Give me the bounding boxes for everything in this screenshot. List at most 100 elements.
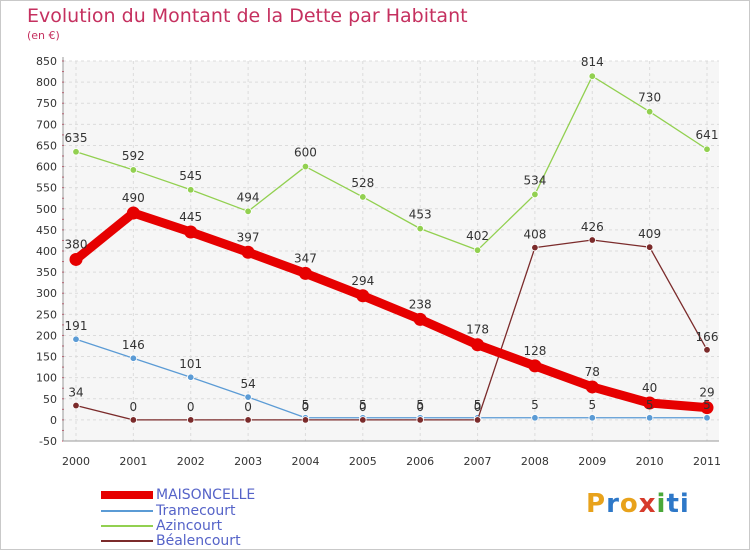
y-tick-label: 400 [36, 245, 57, 258]
y-tick-label: 0 [50, 414, 57, 427]
data-point [471, 338, 485, 352]
data-label: 5 [302, 398, 310, 412]
data-point [244, 416, 252, 424]
y-tick-label: 50 [43, 393, 57, 406]
series-line-azincourt [75, 75, 708, 251]
data-label: 592 [122, 149, 145, 163]
data-point [298, 266, 312, 280]
legend-label-azincourt: Azincourt [156, 518, 223, 534]
data-label: 5 [588, 398, 596, 412]
data-label: 445 [179, 210, 202, 224]
y-tick-label: 550 [36, 182, 57, 195]
data-label: 545 [179, 169, 202, 183]
x-tick-label: 2006 [406, 455, 434, 468]
data-point [356, 289, 370, 303]
data-point [643, 396, 657, 410]
logo-letter: i [679, 489, 690, 519]
data-label: 5 [646, 398, 654, 412]
y-tick-label: 700 [36, 118, 57, 131]
y-tick-label: 750 [36, 97, 57, 110]
y-tick-label: 650 [36, 139, 57, 152]
data-label: 0 [359, 400, 367, 414]
data-point [703, 414, 711, 422]
data-point [416, 416, 424, 424]
y-tick-label: 300 [36, 287, 57, 300]
logo-letter: t [666, 489, 680, 519]
y-tick-label: 200 [36, 329, 57, 342]
x-tick-label: 2005 [349, 455, 377, 468]
legend-label-bealencourt: Béalencourt [156, 533, 241, 549]
data-label: 146 [122, 338, 145, 352]
data-point [72, 401, 80, 410]
data-label: 397 [237, 230, 260, 244]
data-point [473, 416, 482, 424]
data-label: 34 [68, 386, 83, 400]
data-point [129, 166, 138, 174]
data-label: 426 [581, 220, 604, 234]
data-point [301, 162, 310, 171]
data-label: 0 [130, 400, 138, 414]
y-tick-label: 150 [36, 351, 57, 364]
data-label: 402 [466, 229, 489, 243]
data-label: 453 [409, 208, 432, 222]
data-point [359, 193, 367, 201]
data-label: 294 [351, 274, 374, 288]
y-tick-label: 450 [36, 224, 57, 237]
data-label: 101 [179, 357, 202, 371]
data-point [413, 312, 427, 326]
data-label: 5 [531, 398, 539, 412]
data-point [645, 414, 654, 422]
series-line-maisoncelle [71, 208, 712, 413]
chart-title: Evolution du Montant de la Dette par Hab… [27, 5, 468, 27]
data-label: 408 [523, 228, 546, 242]
y-tick-label: 100 [36, 372, 57, 385]
data-label: 347 [294, 251, 317, 265]
x-tick-label: 2007 [464, 455, 492, 468]
data-label: 191 [65, 319, 88, 333]
data-label: 730 [638, 91, 661, 105]
data-label: 814 [581, 55, 604, 69]
data-label: 534 [523, 173, 546, 187]
data-label: 5 [416, 398, 424, 412]
logo-letter: i [656, 489, 667, 519]
data-label: 54 [240, 377, 255, 391]
data-label: 78 [585, 365, 600, 379]
data-point [588, 414, 596, 422]
x-tick-label: 2002 [177, 455, 205, 468]
logo-letter: P [586, 489, 607, 519]
data-point [700, 401, 714, 415]
data-point [244, 393, 252, 401]
y-tick-label: 250 [36, 308, 57, 321]
x-tick-label: 2011 [693, 455, 721, 468]
data-point [187, 416, 195, 424]
data-point [588, 72, 596, 80]
y-tick-label: 350 [36, 266, 57, 279]
data-label: 0 [244, 400, 252, 414]
series-line-tramecourt [75, 338, 708, 419]
data-point [241, 245, 255, 259]
grid-layer [63, 60, 719, 442]
x-tick-label: 2000 [62, 455, 90, 468]
x-tick-label: 2004 [291, 455, 319, 468]
data-point [359, 416, 367, 424]
data-point [703, 346, 711, 354]
data-point [72, 148, 80, 156]
data-label: 0 [187, 400, 195, 414]
data-label: 528 [351, 176, 374, 190]
data-label: 0 [302, 400, 310, 414]
data-point [585, 380, 599, 394]
data-point [531, 414, 539, 422]
data-point [187, 186, 195, 194]
y-tick-label: -50 [39, 435, 57, 448]
y-tick-label: 600 [36, 161, 57, 174]
data-point [645, 107, 654, 116]
data-point [72, 335, 80, 343]
chart-subtitle: (en €) [27, 29, 60, 42]
legend-swatch-azincourt [101, 525, 153, 527]
x-tick-label: 2009 [578, 455, 606, 468]
x-tick-label: 2001 [119, 455, 147, 468]
data-point [187, 373, 195, 381]
x-tick-label: 2008 [521, 455, 549, 468]
